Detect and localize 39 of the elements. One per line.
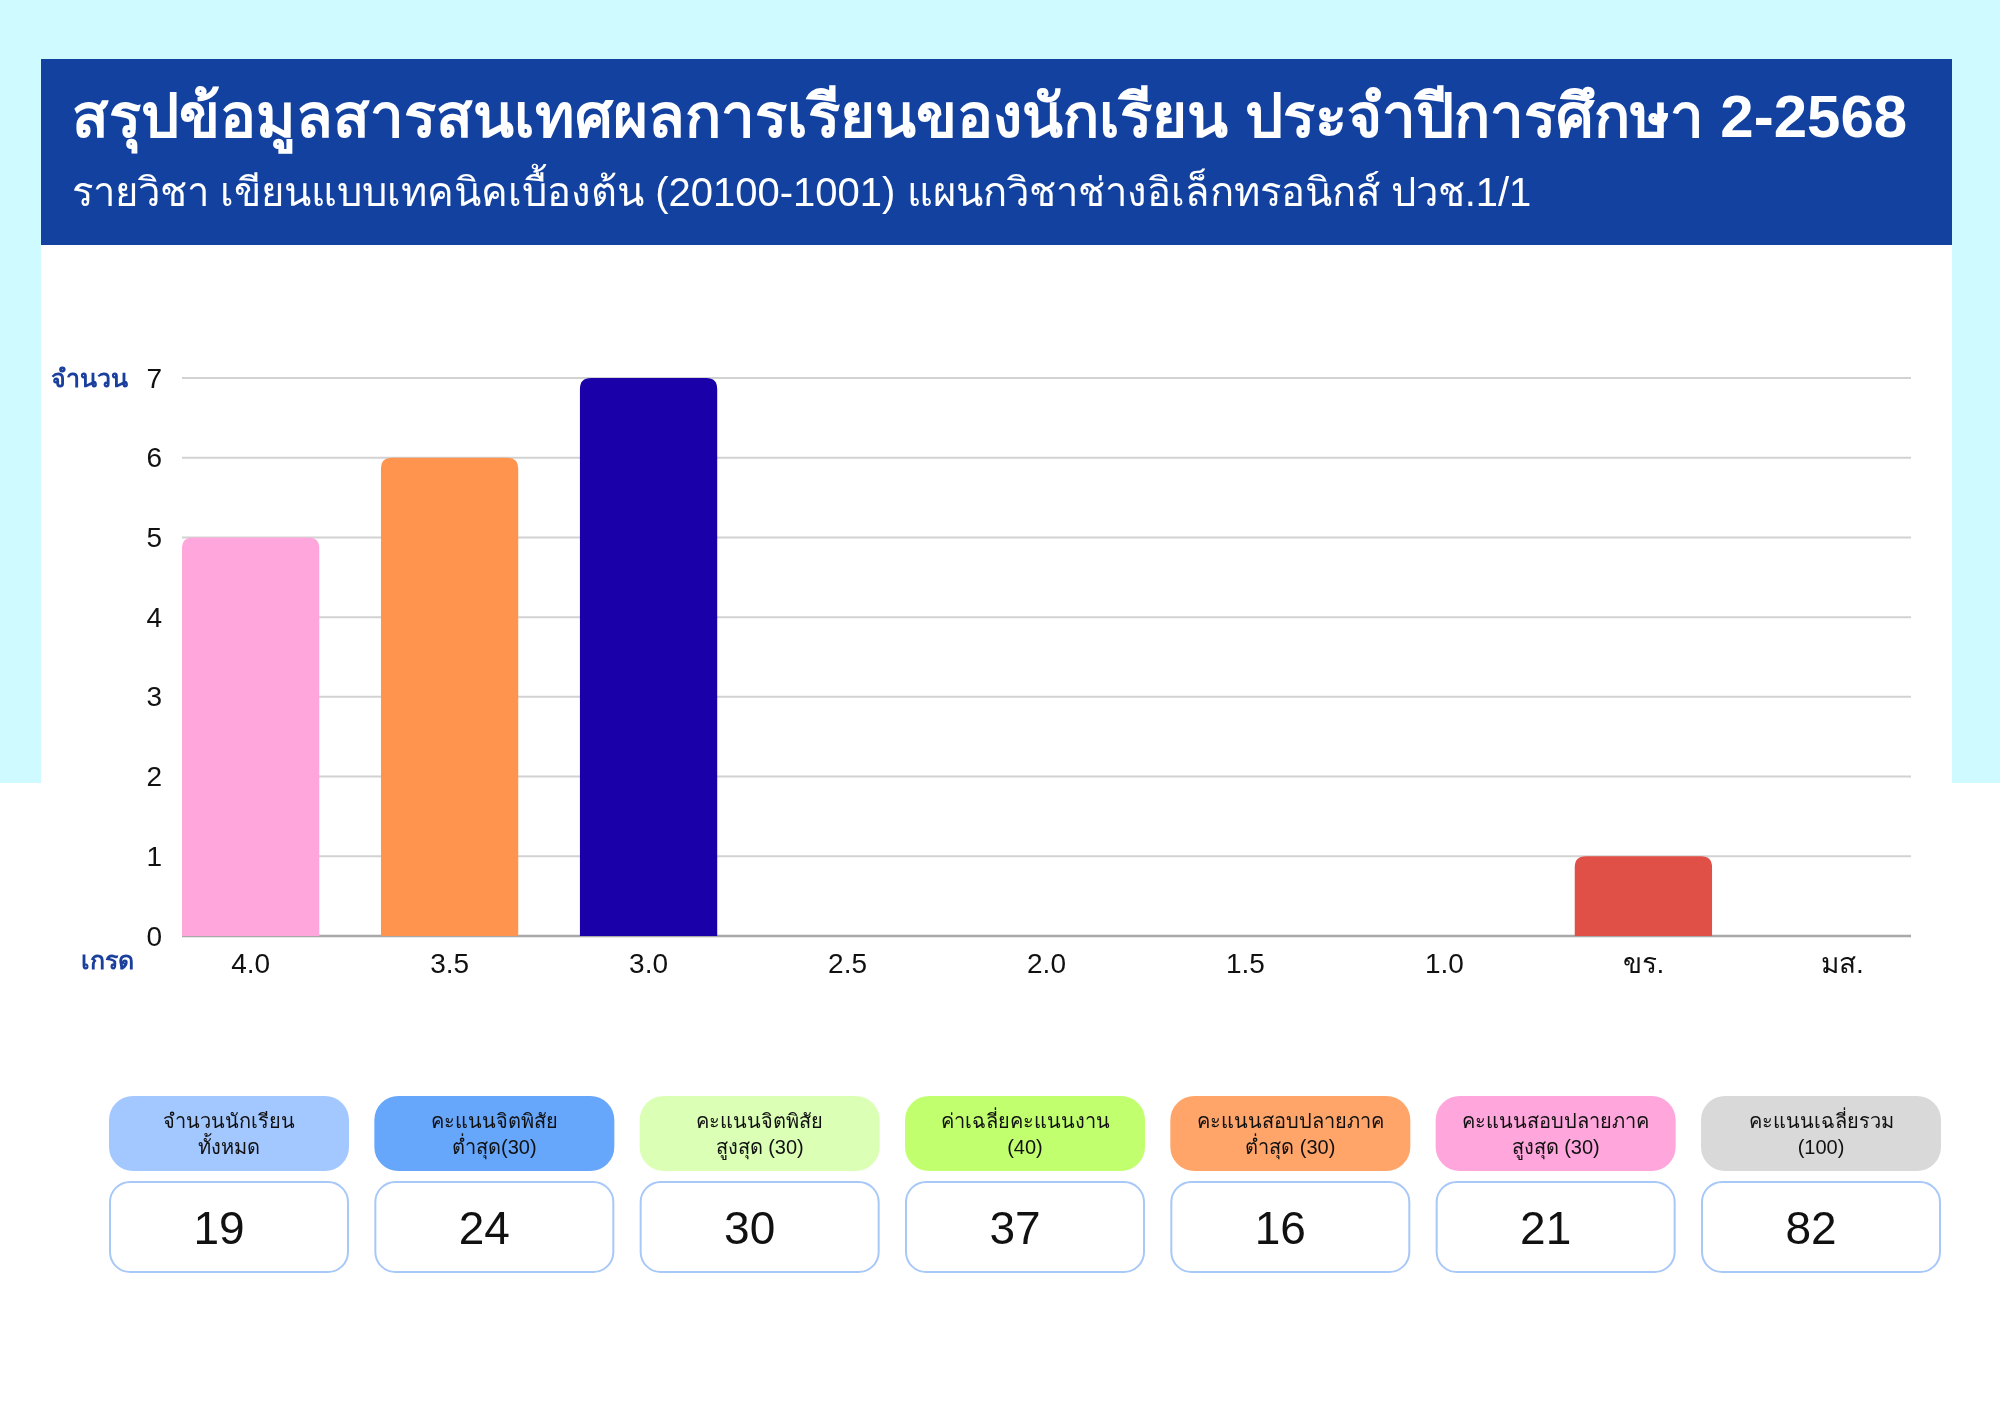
bar — [182, 537, 320, 936]
data-label: 21 — [1520, 1202, 1572, 1254]
y-tick-label: 6 — [146, 442, 162, 474]
y-tick-label: 4 — [146, 601, 162, 633]
x-tick-label: ขร. — [1622, 947, 1665, 979]
category-label: คะแนนสอบปลายภาค ต่ำสุด (30) — [1196, 1109, 1384, 1160]
x-tick-label: 3.5 — [430, 947, 470, 979]
bar — [1574, 856, 1713, 936]
data-label: 37 — [989, 1202, 1041, 1254]
x-tick-label: 1.0 — [1424, 947, 1464, 979]
data-label: 82 — [1785, 1202, 1837, 1254]
x-tick-label: 2.0 — [1027, 947, 1066, 979]
chart-subtitle: รายวิชา เขียนแบบเทคนิคเบื้องต้น (20100-1001) แผนกวิชาช่างอิเล็กทรอนิกส์ ปวช.1/1 — [72, 163, 1532, 214]
y-tick-label: 5 — [146, 521, 162, 553]
data-label: 16 — [1254, 1202, 1306, 1254]
data-label: 24 — [458, 1202, 510, 1254]
category-label: ค่าเฉลี่ยคะแนนงาน (40) — [940, 1106, 1110, 1158]
category-label: คะแนนจิตพิสัย ต่ำสุด(30) — [430, 1109, 558, 1160]
x-tick-label: 3.0 — [629, 947, 669, 979]
category-label: คะแนนสอบปลายภาค สูงสุด (30) — [1462, 1109, 1650, 1160]
x-axis-title: เกรด — [81, 946, 134, 974]
y-tick-label: 7 — [146, 362, 162, 394]
y-axis-title: จำนวน — [51, 364, 128, 392]
x-tick-label: มส. — [1820, 947, 1864, 979]
data-label: 30 — [724, 1202, 776, 1254]
category-label: คะแนนจิตพิสัย สูงสุด (30) — [696, 1109, 824, 1160]
x-tick-label: 2.5 — [828, 947, 867, 979]
chart-title: สรุปข้อมูลสารสนเทศผลการเรียนของนักเรียน ประจำปีการศึกษา 2-2568 — [72, 83, 1908, 154]
y-tick-label: 2 — [146, 761, 162, 793]
x-tick-label: 1.5 — [1226, 947, 1265, 979]
y-tick-label: 3 — [146, 681, 162, 713]
category-label: คะแนนเฉลี่ยรวม (100) — [1748, 1106, 1894, 1158]
x-tick-label: 4.0 — [231, 947, 271, 979]
bar — [579, 378, 718, 936]
bar — [380, 457, 519, 936]
category-label: จำนวนนักเรียน ทั้งหมด — [163, 1109, 295, 1158]
y-tick-label: 1 — [146, 840, 162, 872]
y-tick-label: 0 — [146, 920, 162, 952]
data-label: 19 — [193, 1202, 245, 1254]
